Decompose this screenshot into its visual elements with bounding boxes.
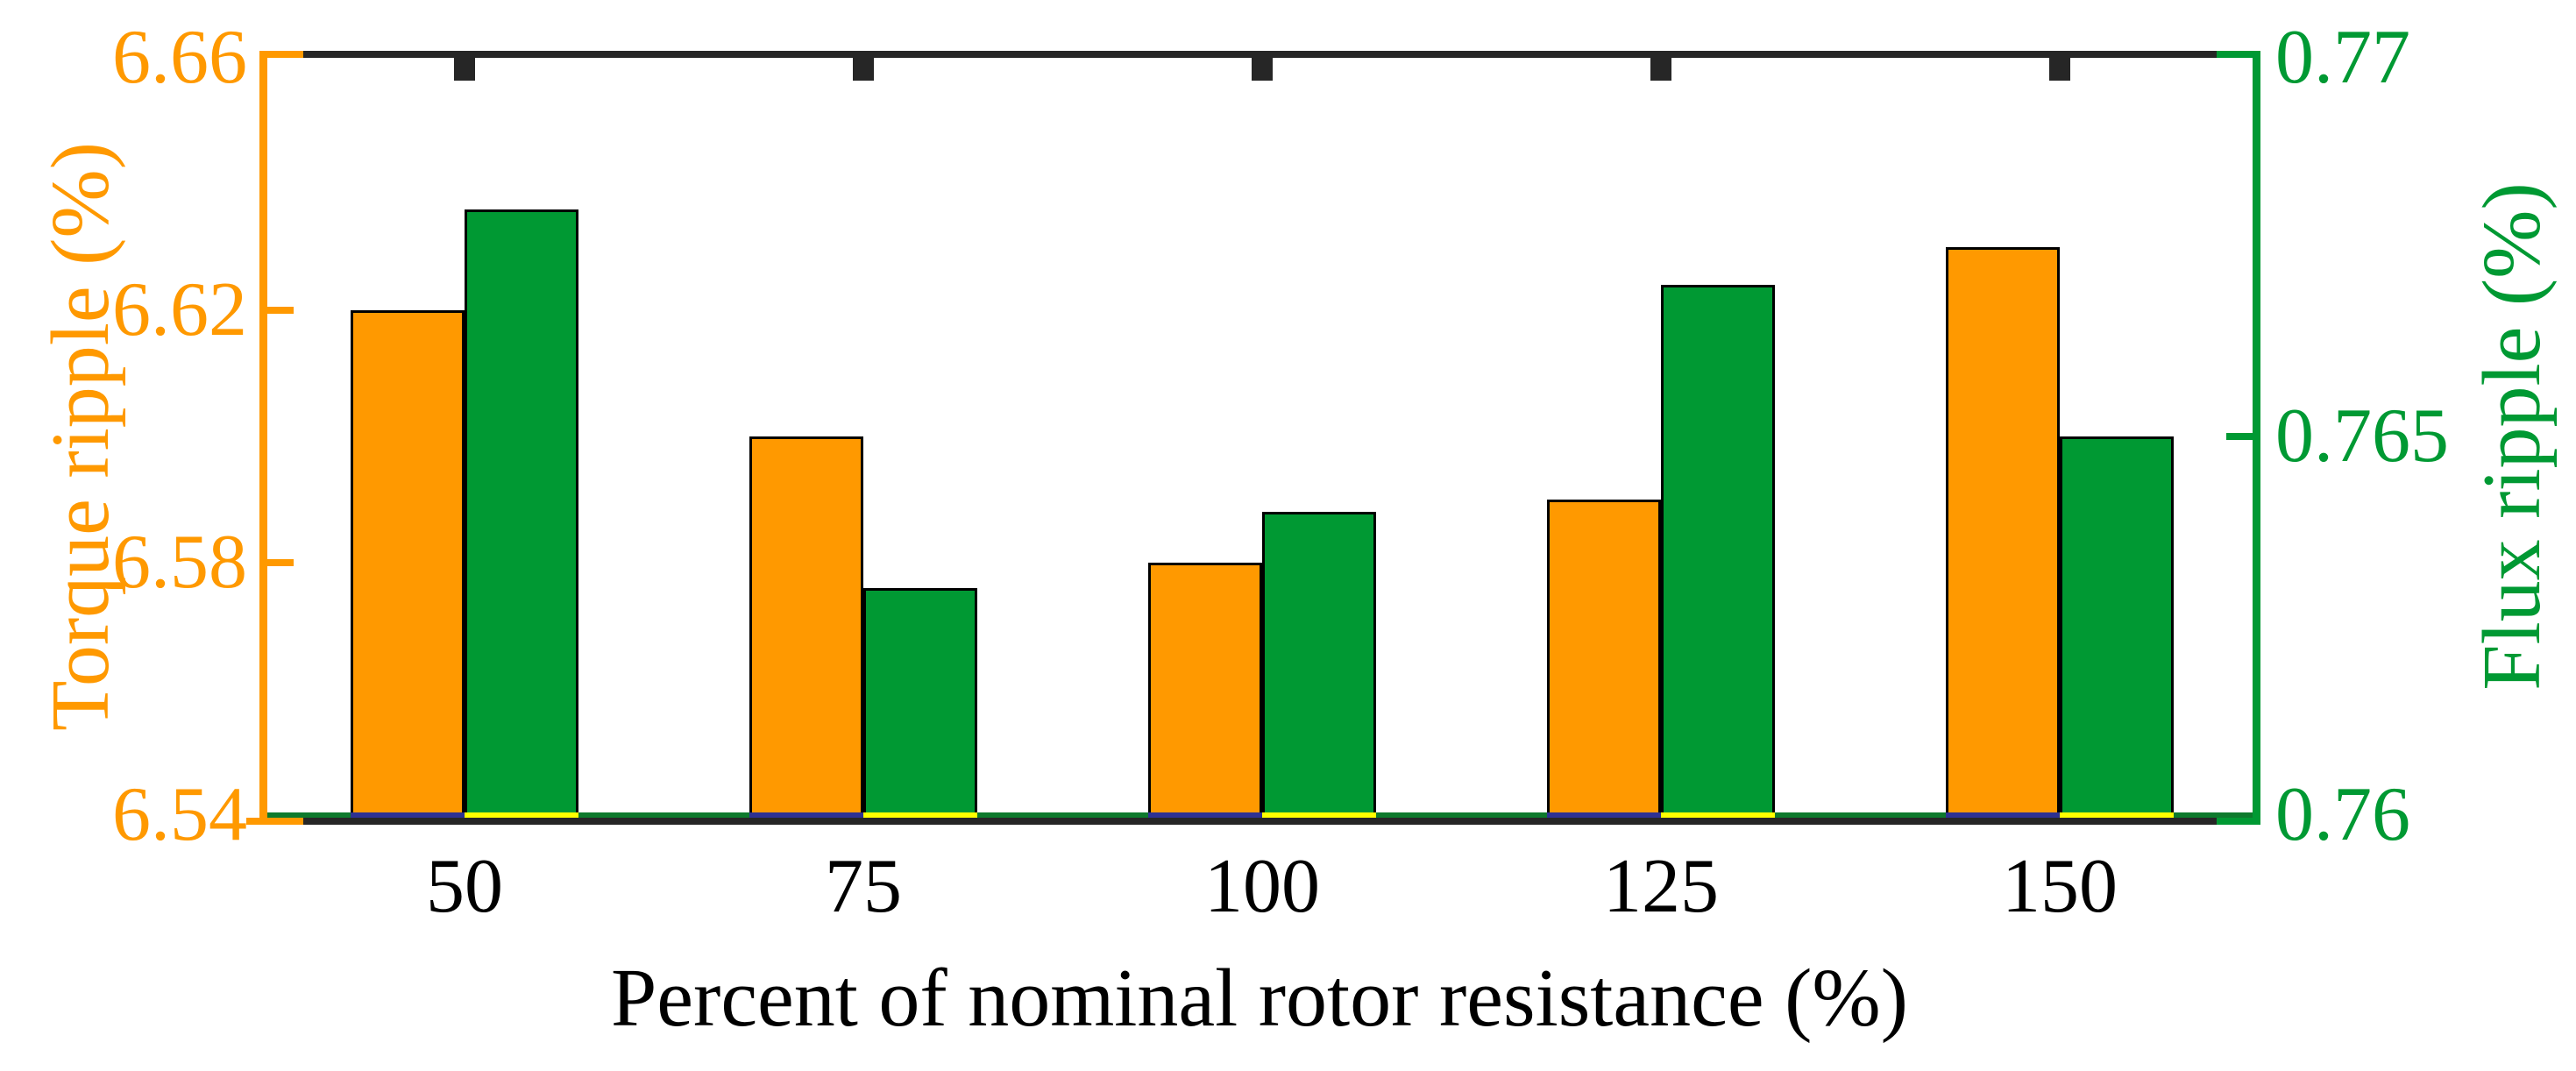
baseline-under-flux-bar: [1661, 812, 1775, 818]
x-tick-label: 150: [2002, 844, 2118, 929]
right-tick-label: 0.765: [2275, 394, 2449, 479]
right-axis-tick: [2226, 433, 2253, 440]
bottom-axis-line: [259, 818, 2260, 825]
top-axis-tick: [1650, 58, 1671, 81]
bar-torque-100: [1148, 563, 1262, 818]
baseline-under-torque-bar: [749, 812, 863, 818]
bar-flux-125: [1661, 285, 1775, 818]
x-tick-label: 125: [1603, 844, 1719, 929]
bar-flux-50: [465, 209, 578, 818]
baseline-under-torque-bar: [1148, 812, 1262, 818]
left-tick-label: 6.62: [112, 267, 247, 352]
bar-torque-50: [351, 310, 465, 818]
left-tick-label: 6.58: [112, 520, 247, 605]
right-tick-label: 0.76: [2275, 772, 2410, 857]
baseline-under-torque-bar: [1946, 812, 2060, 818]
left-axis-tick: [267, 559, 294, 566]
bar-flux-100: [1262, 512, 1376, 818]
top-axis-tick: [454, 58, 475, 81]
bar-flux-75: [863, 587, 977, 818]
baseline-under-torque-bar: [1547, 812, 1661, 818]
bar-torque-125: [1547, 500, 1661, 818]
bar-torque-150: [1946, 247, 2060, 818]
right-axis-line: [2253, 51, 2260, 825]
x-tick-label: 50: [426, 844, 503, 929]
right-tick-label: 0.77: [2275, 15, 2410, 100]
baseline-under-flux-bar: [863, 812, 977, 818]
baseline-under-flux-bar: [1262, 812, 1376, 818]
right-axis-bottom-stub: [2217, 818, 2260, 825]
top-axis-tick: [1252, 58, 1273, 81]
baseline-under-flux-bar: [2060, 812, 2174, 818]
x-tick-label: 75: [825, 844, 902, 929]
left-axis-line: [259, 51, 267, 825]
baseline-under-torque-bar: [351, 812, 465, 818]
right-y-axis-title: Flux ripple (%): [2466, 182, 2558, 691]
top-axis-tick: [853, 58, 874, 81]
x-axis-title: Percent of nominal rotor resistance (%): [611, 953, 1908, 1044]
left-tick-label: 6.54: [112, 772, 247, 857]
left-axis-bottom-stub: [246, 818, 303, 825]
top-axis-line: [259, 51, 2260, 58]
baseline-under-flux-bar: [465, 812, 578, 818]
left-tick-label: 6.66: [112, 15, 247, 100]
top-axis-tick: [2049, 58, 2070, 81]
left-axis-top-stub: [259, 51, 303, 58]
left-axis-tick: [267, 307, 294, 314]
left-y-axis-title: Torque ripple (%): [35, 141, 126, 732]
right-axis-top-stub: [2217, 51, 2260, 58]
x-tick-label: 100: [1204, 844, 1320, 929]
